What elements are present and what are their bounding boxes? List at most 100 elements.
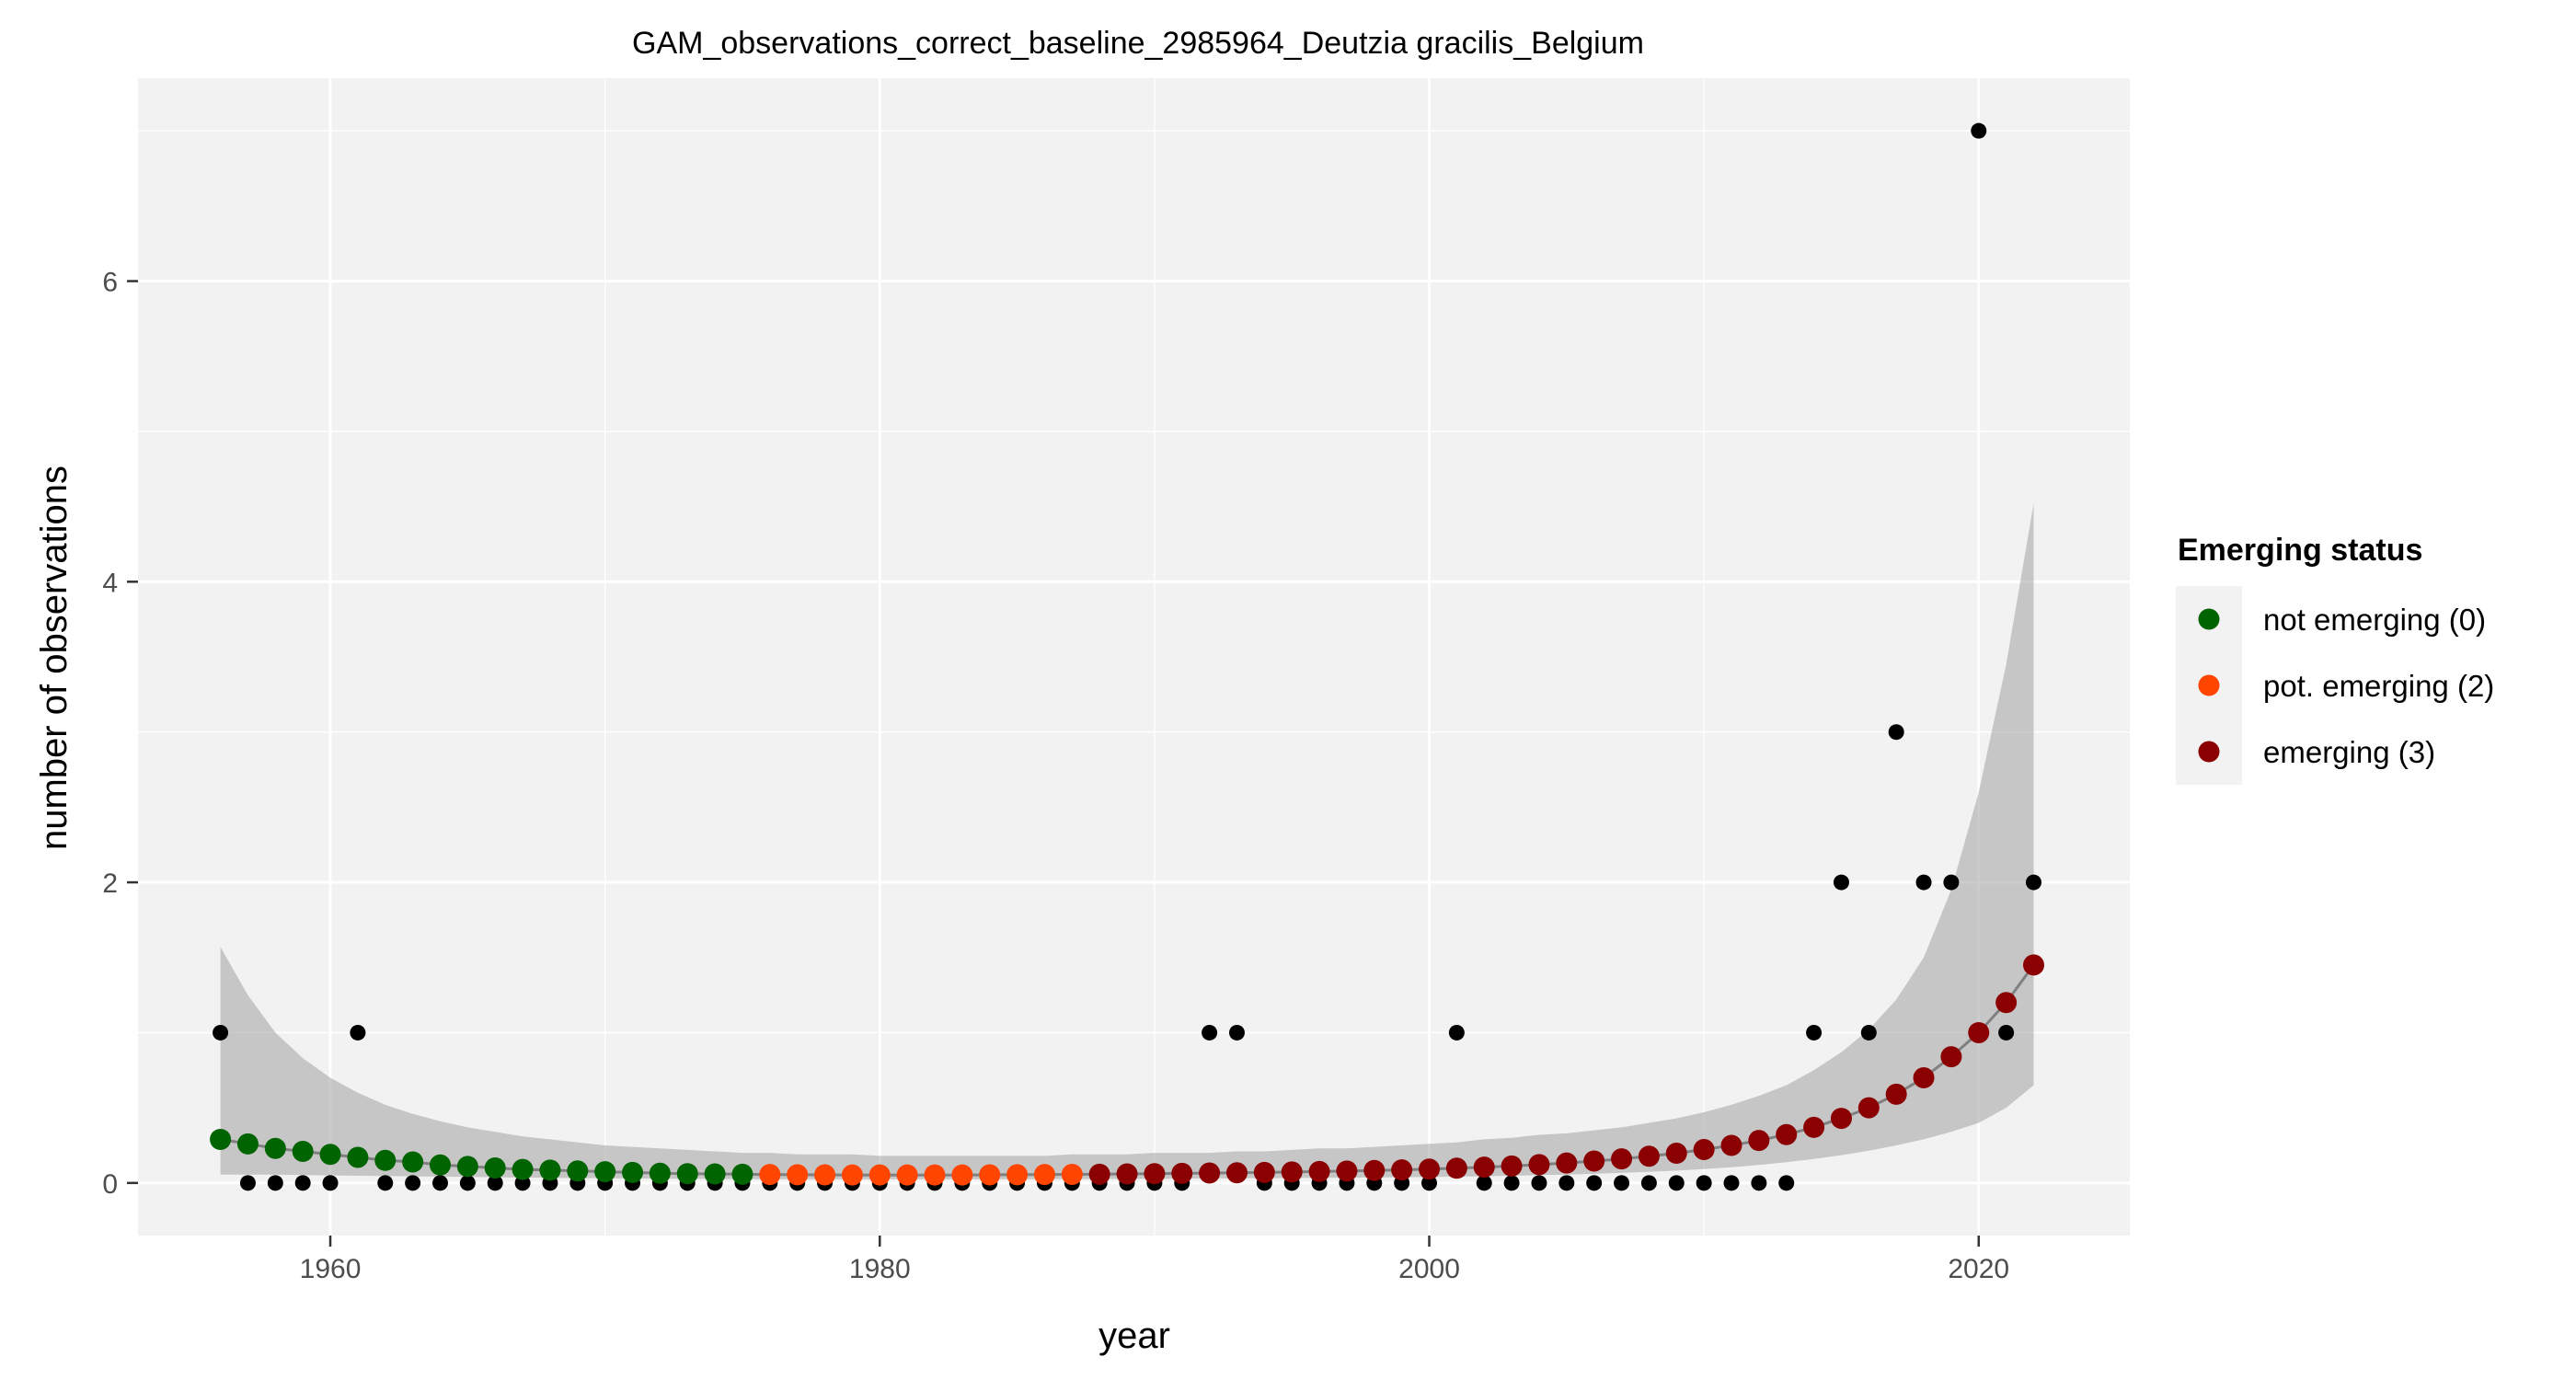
observation-point [1558,1175,1575,1191]
legend-key [2198,674,2220,696]
legend: Emerging status not emerging (0) pot. eme… [2176,533,2494,785]
fitted-point [539,1159,561,1181]
fitted-point [1144,1163,1166,1185]
legend-label: emerging (3) [2263,735,2435,769]
fitted-point [951,1164,973,1186]
plot-panel [138,78,2130,1236]
y-axis-title: number of observations [34,466,75,850]
observation-point [1888,724,1904,741]
fitted-point [347,1146,369,1168]
observation-point [1778,1175,1795,1191]
fitted-point [210,1128,232,1150]
fitted-point [1913,1066,1935,1088]
fitted-point [1033,1164,1055,1186]
x-tick-label: 2020 [1948,1254,2009,1284]
observation-point [1228,1024,1245,1041]
fitted-point [292,1141,314,1163]
x-tick-label: 1960 [300,1254,362,1284]
fitted-point [841,1164,863,1186]
fitted-point [1611,1148,1633,1170]
x-tick-label: 2000 [1398,1254,1460,1284]
observation-point [1915,874,1932,891]
fitted-point [1830,1108,1852,1130]
observation-point [405,1175,421,1191]
observation-point [1860,1024,1877,1041]
legend-entries: not emerging (0) pot. emerging (2) emergin… [2198,603,2494,769]
fitted-point [1803,1116,1825,1138]
fitted-point [649,1162,671,1184]
observation-point [1586,1175,1603,1191]
fitted-point [731,1163,753,1185]
y-tick-label: 4 [102,568,118,598]
fitted-point [456,1156,478,1178]
confidence-ribbon [220,503,2034,1179]
fitted-point [1088,1163,1110,1185]
fitted-point [979,1164,1001,1186]
observation-point [239,1175,256,1191]
observation-point [1723,1175,1740,1191]
observation-point [1531,1175,1547,1191]
fitted-point [1116,1163,1138,1185]
observation-point [1998,1024,2015,1041]
observation-point [1476,1175,1492,1191]
fitted-point [264,1137,286,1159]
observation-point [1640,1175,1657,1191]
observation-point [459,1175,476,1191]
fitted-point [1693,1139,1715,1161]
observation-point [1943,874,1960,891]
legend-title: Emerging status [2178,533,2422,568]
y-tick-label: 6 [102,268,118,298]
fitted-point [924,1164,946,1186]
fitted-point [759,1164,781,1186]
fitted-point [374,1149,397,1171]
y-tick-label: 0 [102,1169,118,1200]
fitted-point [1336,1160,1358,1182]
confidence-ribbon-layer [220,503,2034,1179]
observation-point [1668,1175,1685,1191]
observation-point [1448,1024,1465,1041]
x-axis: 1960 1980 2000 2020 [300,1236,2009,1284]
y-tick-label: 2 [102,868,118,899]
fitted-point [1473,1156,1495,1179]
observation-point [267,1175,283,1191]
legend-key [2198,741,2220,763]
fitted-point [319,1144,341,1166]
legend-label: pot. emerging (2) [2263,669,2494,703]
fitted-point [1857,1097,1880,1119]
fitted-point [567,1160,589,1182]
fitted-point [1665,1142,1687,1164]
fitted-point [896,1164,918,1186]
fitted-point [429,1154,451,1176]
observation-point [294,1175,311,1191]
observation-point [213,1024,229,1041]
fitted-point [1995,992,2018,1014]
fitted-point [1363,1159,1386,1181]
fitted-point [1885,1083,1907,1105]
observation-point [322,1175,339,1191]
fitted-point [814,1164,836,1186]
fitted-point [1638,1145,1660,1167]
fitted-point [402,1151,424,1173]
fitted-point [1006,1164,1029,1186]
observation-point [1806,1024,1823,1041]
observation-point [1751,1175,1767,1191]
fitted-point [1253,1161,1275,1183]
fitted-point [1940,1046,1962,1068]
fitted-point [484,1156,506,1179]
fitted-point [1968,1021,1990,1043]
fitted-point [1171,1162,1193,1184]
observation-point [1503,1175,1520,1191]
fitted-point [1720,1134,1742,1156]
fitted-points-layer [210,954,2044,1186]
fitted-point [1556,1152,1578,1174]
legend-label: not emerging (0) [2263,603,2486,637]
minor-gridlines [138,78,2130,1236]
observation-point [1614,1175,1630,1191]
fitted-point [704,1163,726,1185]
chart-title: GAM_observations_correct_baseline_298596… [632,26,1644,61]
observation-point [1833,874,1849,891]
fitted-point [1061,1164,1083,1186]
fitted-point [594,1161,616,1183]
observation-point [2025,874,2041,891]
